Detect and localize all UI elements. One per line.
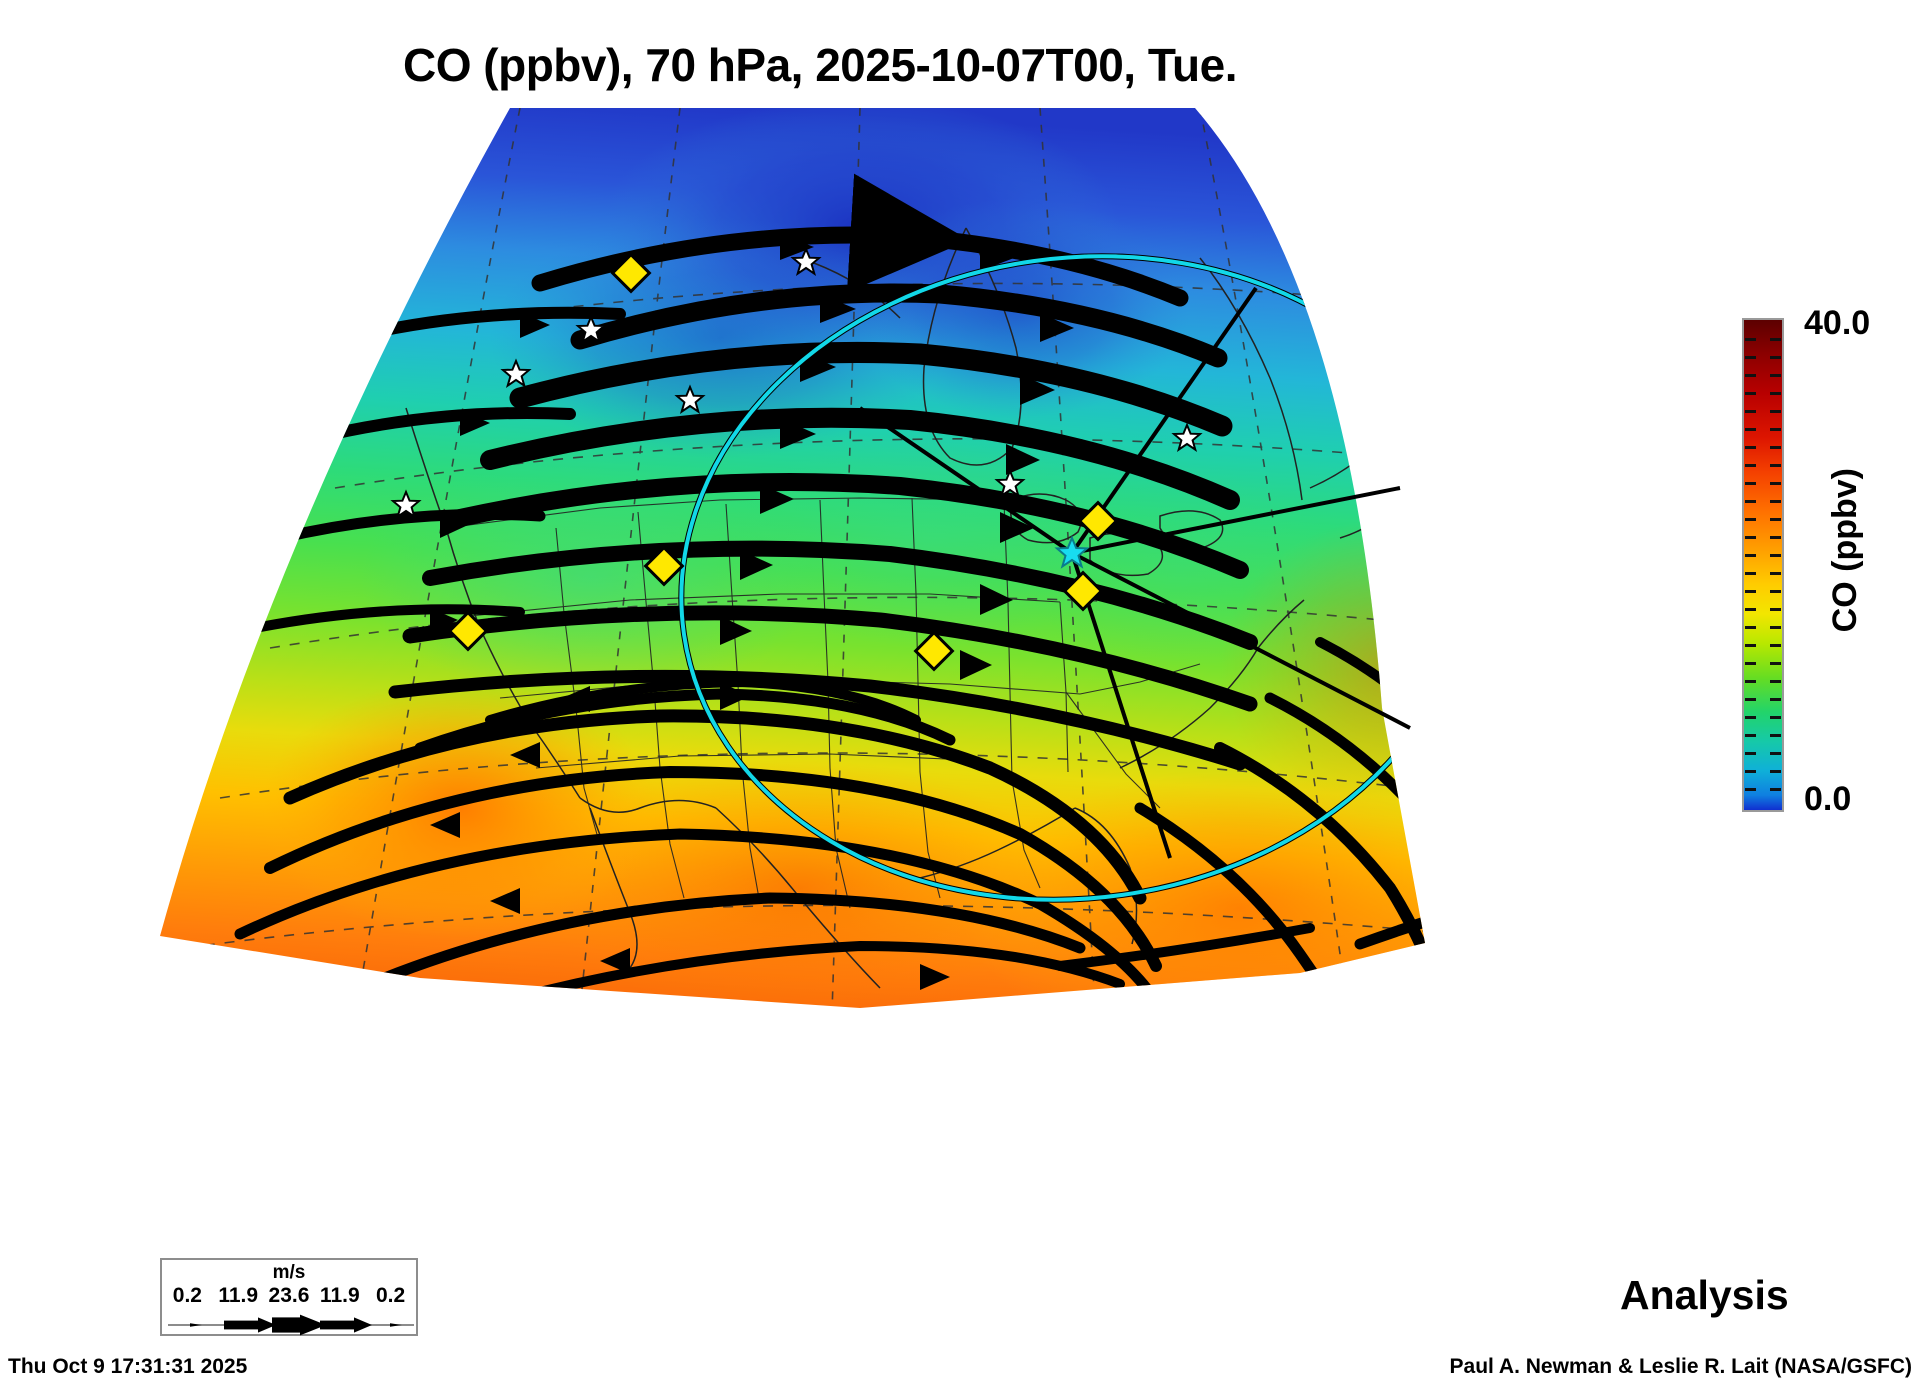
page-title: CO (ppbv), 70 hPa, 2025-10-07T00, Tue. <box>403 39 1238 91</box>
marker-diamond-group <box>447 252 1119 672</box>
wind-value: 11.9 <box>319 1284 360 1307</box>
station-star[interactable] <box>575 314 607 344</box>
station-star[interactable] <box>790 246 822 276</box>
station-star[interactable] <box>500 358 532 388</box>
station-markers[interactable] <box>390 246 1203 672</box>
primary-site-star[interactable] <box>1054 535 1090 569</box>
marker-star-group <box>390 246 1203 519</box>
colorbar-max-label: 40.0 <box>1804 304 1871 342</box>
station-diamond[interactable] <box>1062 570 1104 612</box>
map-plot[interactable] <box>160 108 1560 1018</box>
streamline-arrowheads <box>430 234 1074 990</box>
colorbar-group[interactable]: 40.0 0.0 CO (ppbv) <box>1742 304 1912 818</box>
colorbar-gradient[interactable] <box>1742 318 1784 812</box>
station-diamond[interactable] <box>447 610 489 652</box>
wind-value: 0.2 <box>172 1284 202 1307</box>
station-diamond[interactable] <box>913 630 955 672</box>
cyan-range-ring <box>678 253 1425 903</box>
wind-value-row: 0.2 11.9 23.6 11.9 0.2 <box>162 1284 416 1308</box>
wind-speed-legend: m/s 0.2 11.9 23.6 11.9 0.2 <box>160 1258 418 1336</box>
wind-value: 23.6 <box>268 1284 310 1307</box>
wind-streamlines <box>234 173 1425 1008</box>
author-credit: Paul A. Newman & Leslie R. Lait (NASA/GS… <box>1449 1355 1912 1378</box>
wind-value: 0.2 <box>375 1284 406 1307</box>
station-diamond[interactable] <box>610 252 652 294</box>
render-timestamp: Thu Oct 9 17:31:31 2025 <box>8 1355 248 1378</box>
station-diamond[interactable] <box>643 545 685 587</box>
station-star[interactable] <box>994 468 1026 498</box>
colorbar-axis-label: CO (ppbv) <box>1826 468 1864 633</box>
station-star[interactable] <box>674 384 706 414</box>
radial-azimuth-lines <box>858 286 1411 859</box>
colorbar-min-label: 0.0 <box>1804 780 1852 818</box>
map-canvas[interactable] <box>160 108 1560 1018</box>
station-star[interactable] <box>1171 422 1203 452</box>
wind-units-label: m/s <box>272 1262 306 1283</box>
panel-label: Analysis <box>1620 1272 1789 1318</box>
station-star[interactable] <box>390 489 422 519</box>
wind-value: 11.9 <box>218 1284 259 1307</box>
station-diamond[interactable] <box>1077 500 1119 542</box>
wind-arrow-scale <box>168 1314 414 1336</box>
